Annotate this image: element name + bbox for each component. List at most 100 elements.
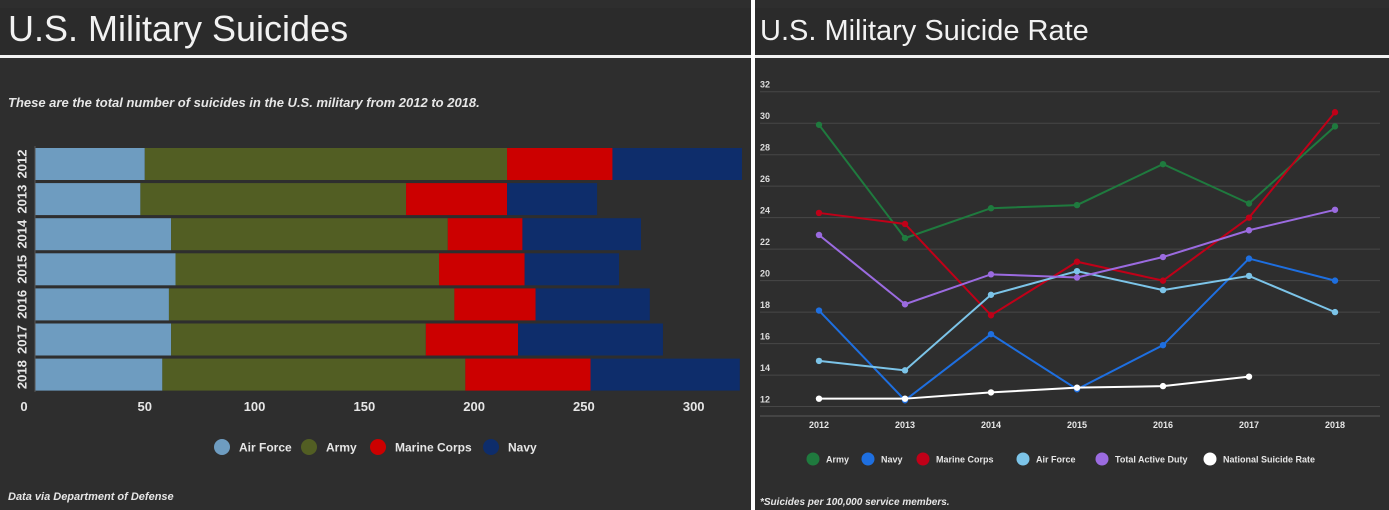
point-total-active-duty-2014 bbox=[987, 271, 995, 278]
legend-label-navy: Navy bbox=[508, 441, 537, 455]
bar-2015-navy bbox=[524, 253, 620, 286]
point-total-active-duty-2018 bbox=[1331, 206, 1339, 213]
category-label-2018: 2018 bbox=[15, 360, 30, 389]
legend-marker-air-force bbox=[1016, 452, 1030, 466]
category-label-2012: 2012 bbox=[15, 150, 30, 179]
y-tick-label-20: 20 bbox=[760, 269, 770, 279]
point-marine-corps-2017 bbox=[1245, 214, 1253, 221]
legend-label-army: Army bbox=[326, 441, 357, 455]
legend-label-air-force: Air Force bbox=[1036, 455, 1076, 465]
x-tick-label-300: 300 bbox=[683, 399, 705, 414]
bar-2014-air-force bbox=[35, 218, 172, 251]
y-tick-label-32: 32 bbox=[760, 80, 770, 90]
point-national-suicide-rate-2017 bbox=[1245, 373, 1253, 380]
line-air-force bbox=[818, 270, 1336, 372]
bar-2012-navy bbox=[612, 148, 742, 180]
legend-marker-total-active-duty bbox=[1095, 452, 1109, 466]
legend-marker-marine-corps bbox=[916, 452, 930, 466]
y-tick-label-22: 22 bbox=[760, 237, 770, 247]
bar-2014-navy bbox=[522, 218, 641, 251]
rate-chart-title: U.S. Military Suicide Rate bbox=[755, 8, 1389, 58]
x-tick-label-150: 150 bbox=[353, 399, 375, 414]
point-total-active-duty-2012 bbox=[815, 231, 823, 239]
bar-2016-marine-corps bbox=[454, 288, 536, 321]
bar-2018-army bbox=[162, 358, 466, 391]
suicides-chart-subtitle: These are the total number of suicides i… bbox=[8, 95, 480, 110]
point-air-force-2017 bbox=[1245, 272, 1253, 280]
point-total-active-duty-2016 bbox=[1159, 253, 1167, 261]
y-tick-label-24: 24 bbox=[760, 206, 770, 216]
line-chart: 12 14 16 18 20 22 24 26 28 30 32 2012 2013 2014 2015 20… bbox=[760, 80, 1380, 466]
line-marine-corps bbox=[818, 111, 1336, 317]
bar-2018-marine-corps bbox=[465, 358, 591, 391]
bar-2013-marine-corps bbox=[406, 183, 508, 216]
bar-2017-army bbox=[171, 323, 426, 356]
bar-2012-air-force bbox=[35, 148, 145, 180]
point-navy-2017 bbox=[1245, 255, 1253, 262]
bar-2017-marine-corps bbox=[425, 323, 519, 356]
bar-2015-marine-corps bbox=[439, 253, 525, 286]
legend-label-army: Army bbox=[826, 455, 849, 465]
point-air-force-2012 bbox=[815, 357, 823, 365]
point-total-active-duty-2017 bbox=[1245, 227, 1253, 234]
suicides-chart-title: U.S. Military Suicides bbox=[0, 8, 751, 58]
point-army-2018 bbox=[1331, 123, 1339, 130]
y-tick-label-14: 14 bbox=[760, 363, 770, 373]
point-navy-2018 bbox=[1331, 277, 1339, 284]
point-navy-2016 bbox=[1159, 341, 1167, 349]
bar-2017-air-force bbox=[35, 323, 172, 356]
point-army-2016 bbox=[1159, 160, 1167, 168]
legend-marker-navy bbox=[861, 452, 875, 466]
category-label-2017: 2017 bbox=[15, 325, 30, 354]
point-national-suicide-rate-2014 bbox=[987, 389, 995, 396]
point-navy-2012 bbox=[815, 307, 823, 314]
point-national-suicide-rate-2012 bbox=[815, 395, 823, 402]
legend-label-total-active-duty: Total Active Duty bbox=[1115, 455, 1188, 465]
bar-2016-air-force bbox=[35, 288, 169, 321]
x-tick-label-250: 250 bbox=[573, 399, 595, 414]
point-air-force-2014 bbox=[987, 291, 995, 298]
legend-marker-marine-corps bbox=[370, 439, 386, 455]
point-total-active-duty-2013 bbox=[901, 301, 909, 308]
bar-2016-army bbox=[168, 288, 455, 321]
bar-2012-marine-corps bbox=[507, 148, 613, 180]
bar-2015-army bbox=[175, 253, 440, 286]
point-marine-corps-2018 bbox=[1331, 109, 1339, 116]
x-tick-label-2018: 2018 bbox=[1325, 420, 1345, 430]
x-tick-label-2014: 2014 bbox=[981, 420, 1001, 430]
point-marine-corps-2012 bbox=[815, 209, 823, 217]
y-tick-label-26: 26 bbox=[760, 174, 770, 184]
bar-2014-army bbox=[171, 218, 448, 251]
point-air-force-2013 bbox=[901, 367, 909, 374]
point-army-2017 bbox=[1245, 200, 1253, 207]
line-total-active-duty bbox=[818, 208, 1336, 306]
legend-marker-national-suicide-rate bbox=[1203, 452, 1217, 466]
bar-2013-navy bbox=[507, 183, 598, 216]
rate-chart-footnote: *Suicides per 100,000 service members. bbox=[760, 497, 950, 508]
y-tick-label-18: 18 bbox=[760, 300, 770, 310]
legend-marker-army bbox=[301, 439, 317, 455]
bar-2016-navy bbox=[535, 288, 650, 321]
point-marine-corps-2016 bbox=[1159, 277, 1167, 284]
bar-2017-navy bbox=[518, 323, 663, 356]
point-army-2014 bbox=[987, 205, 995, 212]
point-marine-corps-2013 bbox=[901, 220, 909, 228]
y-tick-label-30: 30 bbox=[760, 111, 770, 121]
x-tick-label-200: 200 bbox=[463, 399, 485, 414]
x-tick-label-100: 100 bbox=[244, 399, 266, 414]
x-tick-label-0: 0 bbox=[20, 399, 27, 414]
legend-label-navy: Navy bbox=[881, 455, 903, 465]
point-marine-corps-2015 bbox=[1073, 258, 1081, 265]
y-tick-label-16: 16 bbox=[760, 332, 770, 342]
category-label-2015: 2015 bbox=[15, 255, 30, 284]
rate-chart-panel: U.S. Military Suicide Rate 12 14 16 18 20 22 2… bbox=[755, 0, 1389, 510]
x-tick-label-2017: 2017 bbox=[1239, 420, 1259, 430]
category-label-2016: 2016 bbox=[15, 290, 30, 319]
legend-marker-army bbox=[806, 452, 820, 466]
y-tick-label-28: 28 bbox=[760, 143, 770, 153]
point-air-force-2018 bbox=[1331, 308, 1339, 316]
category-label-2013: 2013 bbox=[15, 185, 30, 214]
point-army-2013 bbox=[901, 234, 909, 242]
bar-2018-air-force bbox=[35, 358, 163, 391]
point-national-suicide-rate-2013 bbox=[901, 395, 909, 402]
